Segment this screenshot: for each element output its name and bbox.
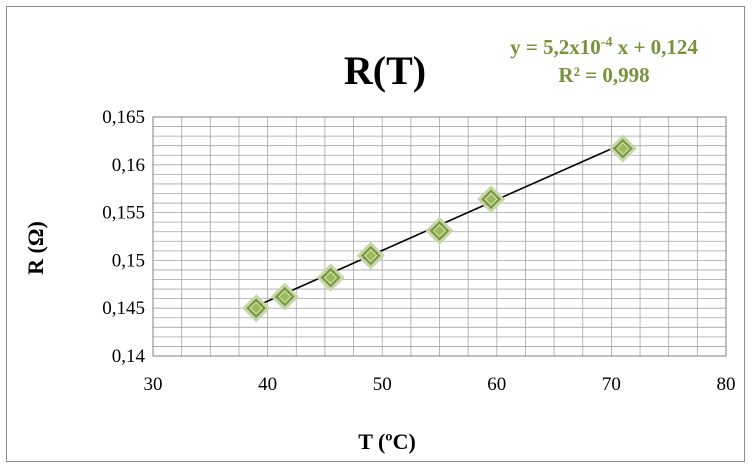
- y-tick-label: 0,145: [102, 298, 145, 319]
- y-tick-label: 0,16: [112, 155, 145, 176]
- data-point: [316, 263, 345, 292]
- data-point: [425, 216, 454, 245]
- x-tick-label: 30: [144, 374, 163, 395]
- x-tick-label: 70: [602, 374, 621, 395]
- data-points: [242, 134, 637, 323]
- y-tick-label: 0,15: [112, 250, 145, 271]
- data-point: [608, 134, 637, 163]
- data-point: [270, 282, 299, 311]
- r-squared-label: R² = 0,998: [558, 63, 649, 87]
- chart-frame: [6, 6, 745, 462]
- data-point: [356, 241, 385, 270]
- data-point: [242, 294, 271, 323]
- plot-area: [152, 116, 727, 357]
- x-axis-title: T (ºC): [358, 429, 416, 454]
- y-axis-title: R (Ω): [23, 221, 48, 275]
- x-tick-label: 60: [487, 374, 506, 395]
- equation-main: y = 5,2x10: [510, 35, 601, 59]
- x-tick-label: 40: [258, 374, 277, 395]
- y-tick-label: 0,165: [102, 107, 145, 128]
- equation-rest: x + 0,124: [612, 35, 698, 59]
- y-tick-label: 0,14: [112, 346, 146, 367]
- chart-title: R(T): [344, 48, 426, 93]
- data-point: [476, 185, 506, 214]
- tick-labels: 30 40 50 60 70 80 0,14 0,145 0,15 0,155 0,16 0,165: [102, 107, 735, 395]
- y-tick-label: 0,155: [102, 203, 145, 224]
- equation-exponent: -4: [601, 35, 613, 50]
- x-tick-label: 50: [373, 374, 392, 395]
- trendline-equation: y = 5,2x10-4 x + 0,124: [510, 35, 698, 59]
- x-tick-label: 80: [717, 374, 736, 395]
